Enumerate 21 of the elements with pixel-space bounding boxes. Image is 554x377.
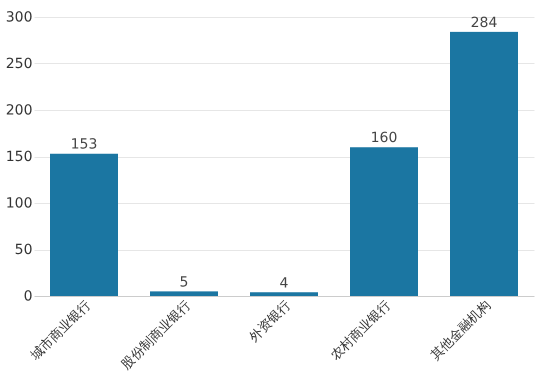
bar bbox=[450, 32, 518, 296]
y-tick-label: 300 bbox=[6, 10, 32, 26]
x-tick-label: 其他金融机构 bbox=[428, 298, 494, 364]
data-label: 4 bbox=[280, 275, 289, 292]
bar bbox=[150, 291, 218, 296]
bar bbox=[50, 154, 118, 296]
bar bbox=[350, 147, 418, 296]
data-label: 284 bbox=[470, 14, 498, 31]
y-tick-label: 100 bbox=[6, 196, 32, 212]
x-tick-label: 股份制商业银行 bbox=[118, 298, 194, 373]
y-tick-label: 150 bbox=[6, 149, 32, 165]
x-tick-label: 外资银行 bbox=[246, 298, 294, 346]
bar bbox=[250, 292, 318, 296]
x-tick-label: 农村商业银行 bbox=[328, 298, 394, 364]
data-label: 153 bbox=[70, 136, 98, 153]
data-label: 160 bbox=[370, 130, 398, 146]
y-tick-label: 0 bbox=[24, 288, 32, 304]
y-tick-label: 250 bbox=[6, 56, 32, 72]
data-label: 5 bbox=[180, 274, 188, 290]
y-tick-label: 50 bbox=[14, 242, 32, 258]
y-tick-label: 200 bbox=[6, 102, 32, 118]
